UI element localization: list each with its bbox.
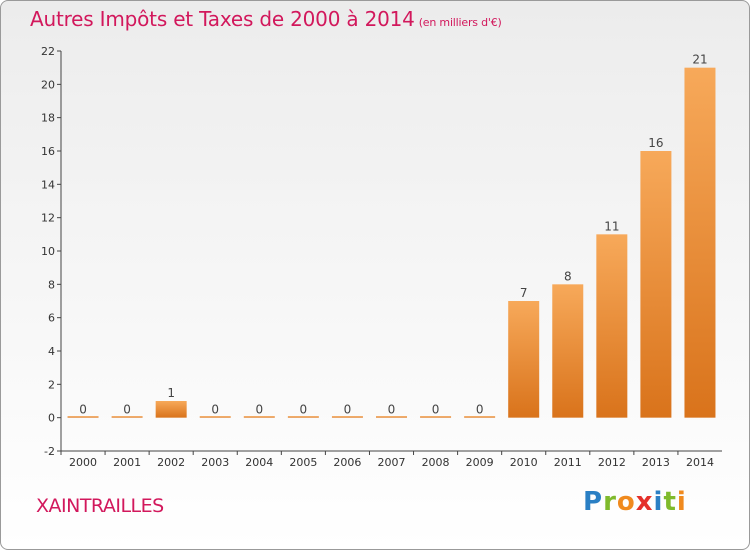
bar xyxy=(199,416,231,418)
x-tick-label: 2000 xyxy=(69,456,97,469)
x-tick-label: 2012 xyxy=(598,456,626,469)
data-label: 0 xyxy=(79,403,87,417)
logo-letter: P xyxy=(583,487,604,517)
y-tick-label: -2 xyxy=(44,445,55,458)
data-label: 0 xyxy=(255,403,263,417)
x-tick-label: 2010 xyxy=(510,456,538,469)
logo-letter: t xyxy=(663,487,677,517)
logo-letter: i xyxy=(653,487,664,517)
x-tick-label: 2004 xyxy=(245,456,273,469)
y-tick-label: 0 xyxy=(48,412,55,425)
y-tick-label: 4 xyxy=(48,345,55,358)
bar xyxy=(67,416,99,418)
logo-letter: i xyxy=(676,487,687,517)
bar xyxy=(287,416,319,418)
data-label: 0 xyxy=(432,403,440,417)
bar xyxy=(684,67,716,418)
bar xyxy=(640,151,672,418)
bar xyxy=(155,401,187,418)
bar xyxy=(420,416,452,418)
bar xyxy=(508,301,540,418)
y-tick-label: 14 xyxy=(41,178,55,191)
data-label: 0 xyxy=(300,403,308,417)
x-tick-label: 2002 xyxy=(157,456,185,469)
y-tick-label: 20 xyxy=(41,78,55,91)
data-label: 11 xyxy=(604,219,619,233)
bar xyxy=(464,416,496,418)
data-label: 0 xyxy=(476,403,484,417)
data-label: 21 xyxy=(692,53,707,67)
y-tick-label: 6 xyxy=(48,312,55,325)
data-label: 0 xyxy=(388,403,396,417)
data-label: 7 xyxy=(520,286,528,300)
bar xyxy=(552,284,584,418)
chart-title: Autres Impôts et Taxes de 2000 à 2014 (en… xyxy=(30,7,502,31)
x-tick-label: 2003 xyxy=(201,456,229,469)
y-tick-label: 18 xyxy=(41,112,55,125)
chart-bars xyxy=(67,67,716,418)
y-tick-label: 8 xyxy=(48,278,55,291)
data-label: 16 xyxy=(648,136,663,150)
logo-letter: r xyxy=(603,487,617,517)
y-tick-label: 10 xyxy=(41,245,55,258)
bar xyxy=(111,416,143,418)
x-tick-label: 2007 xyxy=(378,456,406,469)
chart-data-labels: 0 0 1 0 0 0 0 0 0 0 7 8 11 16 21 xyxy=(79,53,707,417)
logo-letter: o xyxy=(616,487,636,517)
proxiti-logo: Proxiti xyxy=(583,487,687,517)
x-tick-label: 2005 xyxy=(289,456,317,469)
chart-subtitle: (en milliers d'€) xyxy=(418,16,502,29)
x-tick-label: 2009 xyxy=(466,456,494,469)
x-tick-label: 2011 xyxy=(554,456,582,469)
data-label: 0 xyxy=(344,403,352,417)
bar xyxy=(596,234,628,418)
y-tick-label: 16 xyxy=(41,145,55,158)
x-tick-label: 2006 xyxy=(333,456,361,469)
bar xyxy=(243,416,275,418)
bar xyxy=(376,416,407,418)
x-tick-label: 2001 xyxy=(113,456,141,469)
logo-letter: x xyxy=(635,487,654,517)
commune-name: XAINTRAILLES xyxy=(36,495,164,517)
chart-title-text: Autres Impôts et Taxes de 2000 à 2014 xyxy=(30,7,415,31)
x-tick-label: 2014 xyxy=(686,456,714,469)
x-tick-label: 2008 xyxy=(422,456,450,469)
x-tick-label: 2013 xyxy=(642,456,670,469)
y-tick-label: 12 xyxy=(41,212,55,225)
data-label: 8 xyxy=(564,269,572,283)
y-tick-label: 22 xyxy=(41,45,55,58)
data-label: 0 xyxy=(123,403,131,417)
y-tick-label: 2 xyxy=(48,378,55,391)
data-label: 0 xyxy=(211,403,219,417)
bar xyxy=(331,416,363,418)
data-label: 1 xyxy=(167,386,175,400)
